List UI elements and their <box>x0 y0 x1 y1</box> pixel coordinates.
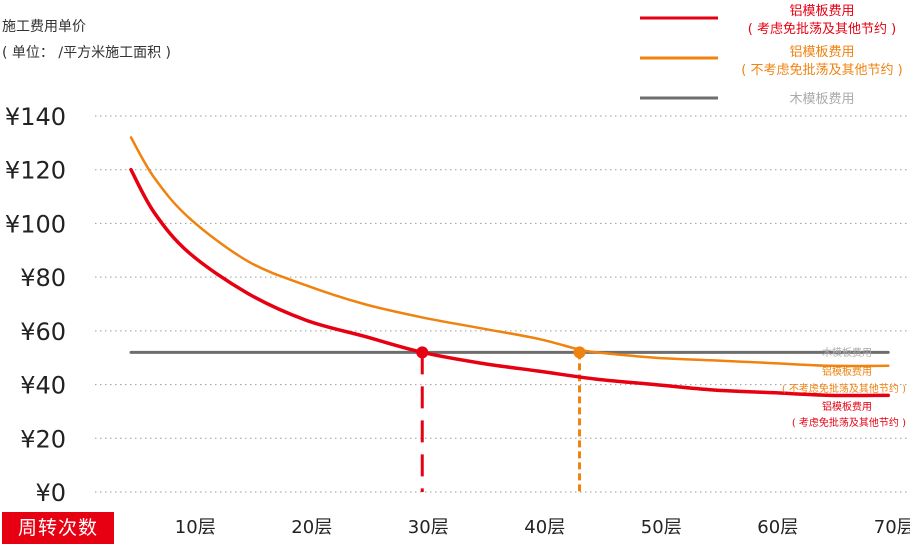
legend-label-note: ( 考虑免批荡及其他节约 ) <box>748 22 896 37</box>
y-tick-label: ¥120 <box>5 157 66 185</box>
chart-title-line2: ( 单位： /平方米施工面积 ) <box>2 45 171 61</box>
orange-intersection-point <box>573 346 586 359</box>
x-tick-label: 60层 <box>757 517 798 538</box>
series-end-label: 铝模板费用 <box>822 365 872 378</box>
y-tick-label: ¥0 <box>35 479 66 507</box>
orange-cost-line <box>129 136 890 368</box>
y-tick-label: ¥60 <box>20 318 66 346</box>
y-tick-label: ¥80 <box>20 264 66 292</box>
red-intersection-point <box>416 346 429 359</box>
x-axis-badge: 周转次数 <box>2 512 114 544</box>
x-tick-label: 40层 <box>524 517 565 538</box>
x-tick-label: 70层 <box>874 517 910 538</box>
x-tick-label: 50层 <box>641 517 682 538</box>
legend-label-note: ( 不考虑免批荡及其他节约 ) <box>741 63 902 78</box>
x-tick-label: 30层 <box>408 517 449 538</box>
series-end-label-note: ( 考虑免批荡及其他节约 ) <box>792 416 906 429</box>
x-tick-label: 20层 <box>291 517 332 538</box>
legend-label: 铝模板费用 <box>789 45 854 60</box>
red-cost-line <box>129 167 890 398</box>
legend-label: 木模板费用 <box>789 92 854 107</box>
x-tick-label: 10层 <box>175 517 216 538</box>
y-tick-label: ¥40 <box>20 372 66 400</box>
y-tick-label: ¥140 <box>5 103 66 131</box>
y-tick-label: ¥20 <box>20 425 66 453</box>
series-end-label: 木模板费用 <box>822 346 872 359</box>
series-end-label: 铝模板费用 <box>822 400 872 413</box>
y-tick-label: ¥100 <box>5 210 66 238</box>
chart-title: 施工费用单价 ( 单位： /平方米施工面积 ) <box>2 14 171 66</box>
chart-title-line1: 施工费用单价 <box>2 19 86 35</box>
legend-label: 铝模板费用 <box>789 4 854 19</box>
series-end-label-note: ( 不考虑免批荡及其他节约 ) <box>782 382 906 395</box>
